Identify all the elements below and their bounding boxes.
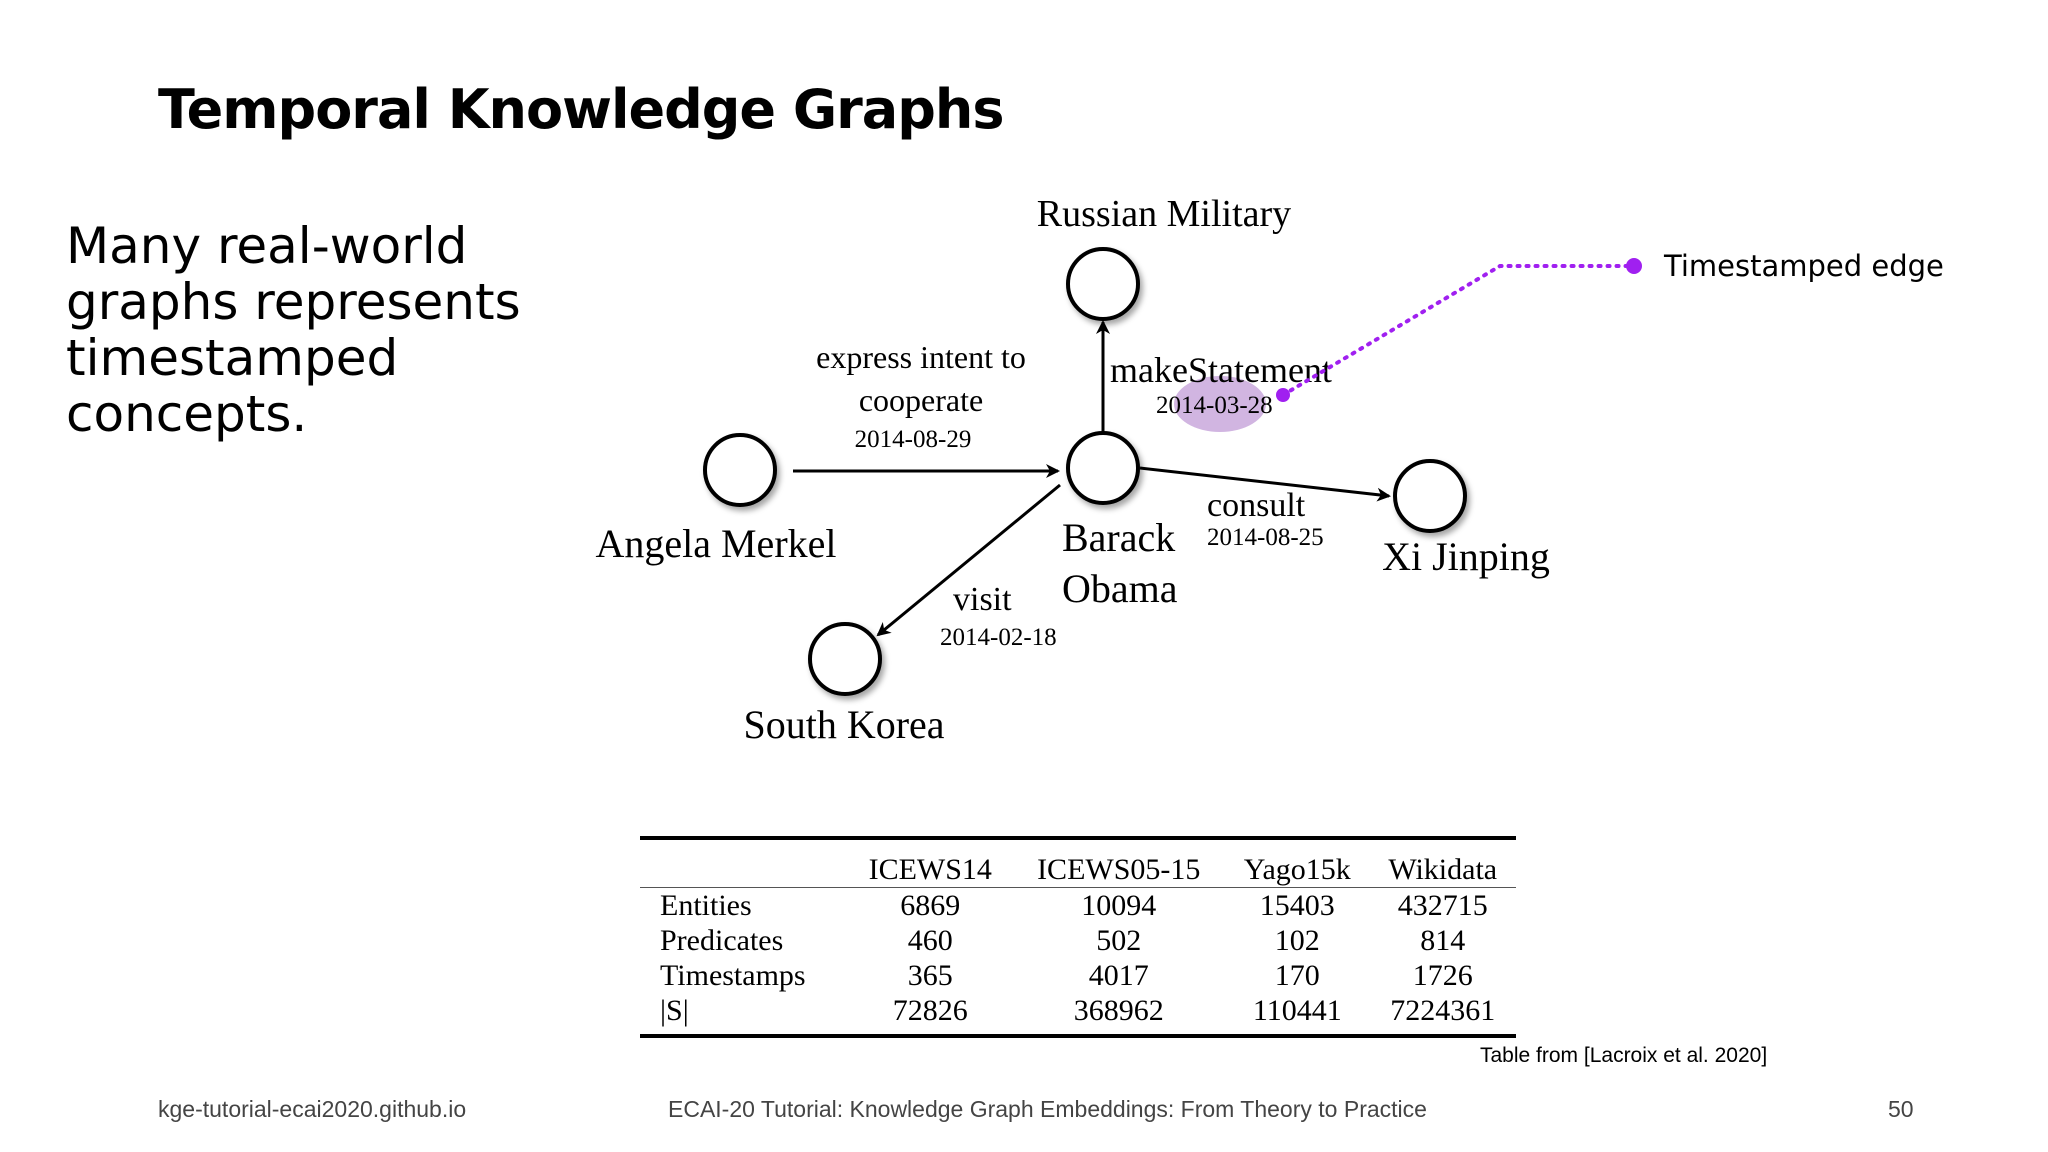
- table-row: |S| 72826 368962 110441 7224361: [640, 993, 1516, 1036]
- table-cell: 72826: [892, 994, 968, 1027]
- callout-dotted-line: [1281, 264, 1636, 397]
- table-row-label: |S|: [660, 994, 689, 1027]
- node-russian-military: [1066, 247, 1140, 321]
- node-label-russian-military: Russian Military: [1037, 193, 1291, 235]
- table-header-cell: Yago15k: [1225, 838, 1370, 888]
- footer-title: ECAI-20 Tutorial: Knowledge Graph Embedd…: [668, 1096, 1427, 1122]
- body-line: timestamped: [66, 329, 399, 387]
- edge-date-cooperate: 2014-08-29: [855, 426, 972, 453]
- table-header-cell: Wikidata: [1369, 838, 1516, 888]
- edge-visit-arrow: [876, 483, 1061, 637]
- edge-label-cooperate-line2: cooperate: [859, 382, 983, 418]
- node-label-barack-obama-line1: Barack: [1062, 515, 1175, 560]
- node-south-korea: [808, 622, 882, 696]
- page-number: 50: [1888, 1096, 1914, 1122]
- table-header-cell: [640, 838, 849, 888]
- table-cell: 110441: [1252, 994, 1342, 1027]
- edge-date-statement: 2014-03-28: [1156, 392, 1273, 419]
- slide-body-text: Many real-world graphs represents timest…: [66, 218, 536, 442]
- table-cell: 460: [907, 924, 953, 957]
- node-label-angela-merkel: Angela Merkel: [595, 521, 836, 566]
- table-cell: 814: [1420, 924, 1466, 957]
- table-cell: 368962: [1073, 994, 1164, 1027]
- table-cell: 432715: [1397, 889, 1488, 922]
- table-row: Timestamps 365 4017 170 1726: [640, 958, 1516, 993]
- table-credit: Table from [Lacroix et al. 2020]: [1480, 1044, 1768, 1067]
- edge-date-consult: 2014-08-25: [1207, 524, 1324, 551]
- table-cell: 365: [907, 959, 953, 992]
- slide-title: Temporal Knowledge Graphs: [158, 78, 1004, 141]
- table-cell: 10094: [1081, 889, 1157, 922]
- node-barack-obama: [1066, 431, 1140, 505]
- table-cell: 15403: [1259, 889, 1335, 922]
- table-header-cell: ICEWS05-15: [1012, 838, 1226, 888]
- footer-url: kge-tutorial-ecai2020.github.io: [158, 1096, 467, 1122]
- table-cell: 4017: [1088, 959, 1149, 992]
- table-header-cell: ICEWS14: [848, 838, 1013, 888]
- table-cell: 7224361: [1390, 994, 1496, 1027]
- table-row-label: Predicates: [660, 924, 784, 957]
- node-label-barack-obama-line2: Obama: [1062, 566, 1178, 611]
- dataset-statistics-table: ICEWS14 ICEWS05-15 Yago15k Wikidata Enti…: [640, 836, 1516, 1038]
- callout-start-dot: [1276, 388, 1290, 402]
- body-line: concepts.: [66, 385, 308, 443]
- edge-consult-arrow: [1139, 466, 1391, 502]
- edge-highlight-ellipse: [1174, 376, 1266, 432]
- table-row-label: Entities: [660, 889, 752, 922]
- node-label-south-korea: South Korea: [743, 702, 944, 747]
- table-cell: 502: [1096, 924, 1142, 957]
- edge-label-visit: visit: [953, 581, 1012, 618]
- edge-date-visit: 2014-02-18: [940, 624, 1057, 651]
- table-cell: 6869: [900, 889, 961, 922]
- table-cell: 102: [1274, 924, 1320, 957]
- edge-label-cooperate-line1: express intent to: [816, 339, 1026, 375]
- node-angela-merkel: [703, 433, 777, 507]
- node-xi-jinping: [1393, 459, 1467, 533]
- table-cell: 1726: [1412, 959, 1473, 992]
- table-row: Entities 6869 10094 15403 432715: [640, 888, 1516, 924]
- edge-label-statement: makeStatement: [1110, 350, 1332, 390]
- node-label-xi-jinping: Xi Jinping: [1382, 534, 1550, 579]
- table-header-row: ICEWS14 ICEWS05-15 Yago15k Wikidata: [640, 838, 1516, 888]
- callout-end-dot: [1626, 258, 1642, 274]
- table-cell: 170: [1274, 959, 1320, 992]
- body-line: graphs represents: [66, 273, 521, 331]
- edge-label-consult: consult: [1207, 487, 1306, 524]
- table-row-label: Timestamps: [660, 959, 806, 992]
- body-line: Many real-world: [66, 217, 468, 275]
- callout-label: Timestamped edge: [1663, 249, 1944, 283]
- table-row: Predicates 460 502 102 814: [640, 923, 1516, 958]
